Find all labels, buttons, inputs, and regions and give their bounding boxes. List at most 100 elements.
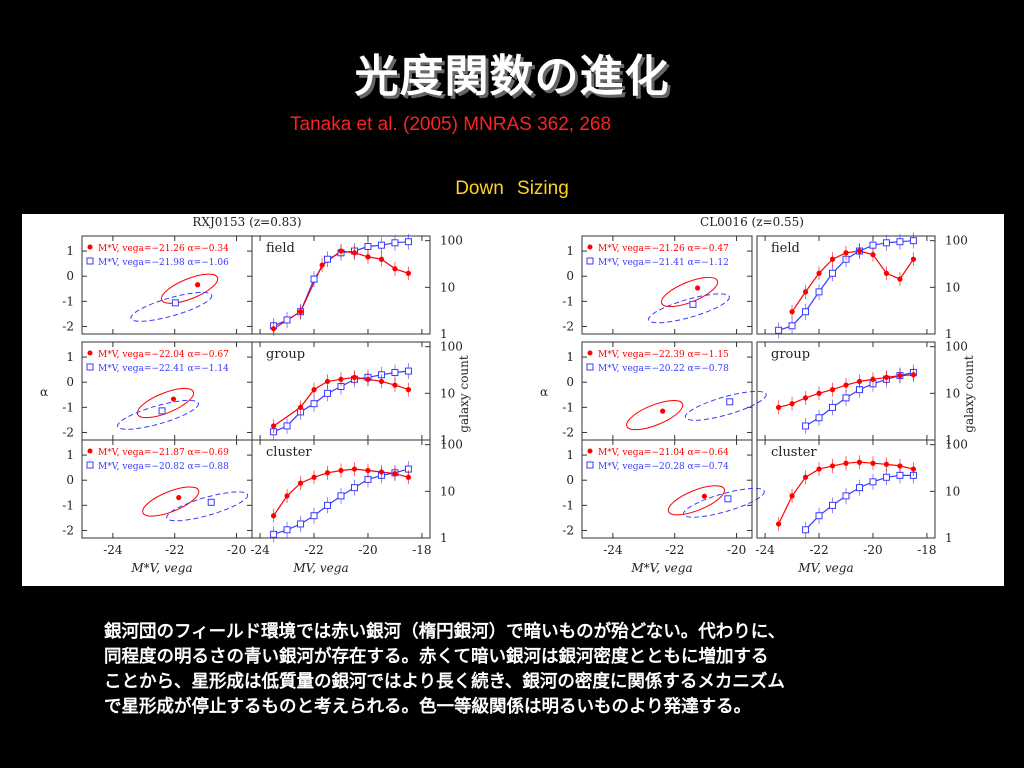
- red-best-fit-point: [176, 494, 182, 501]
- legend-blue-marker: [86, 257, 94, 265]
- blue-data-point: [896, 238, 904, 246]
- red-data-point: [856, 459, 863, 465]
- y-tick-label: 1: [440, 433, 448, 447]
- blue-data-point: [882, 239, 890, 247]
- blue-data-point: [270, 530, 278, 538]
- blue-confidence-contour: [166, 491, 249, 522]
- y-tick-label: 0: [566, 473, 574, 487]
- blue-data-point: [350, 484, 358, 492]
- blue-data-point: [310, 400, 318, 408]
- red-data-point: [270, 423, 277, 429]
- body-line: 同程度の明るさの青い銀河が存在する。赤くて暗い銀河は銀河密度とともに増加する: [104, 647, 769, 667]
- red-data-point: [829, 463, 836, 469]
- blue-data-point: [842, 394, 850, 402]
- red-confidence-contour: [626, 400, 684, 431]
- red-data-point: [856, 378, 863, 385]
- red-data-point: [270, 513, 277, 519]
- red-data-point: [775, 404, 782, 410]
- legend-entry: M*V, vega=−20.82 α=−0.88: [98, 462, 229, 472]
- blue-data-point: [391, 239, 399, 247]
- blue-data-point: [815, 288, 823, 296]
- red-data-point: [897, 276, 903, 282]
- blue-data-point: [283, 526, 291, 534]
- red-data-point: [338, 467, 344, 474]
- y-tick-label: 1: [66, 350, 74, 364]
- contour-panel-frame: [581, 439, 753, 539]
- red-data-point: [338, 248, 344, 254]
- blue-best-fit-point: [207, 498, 215, 506]
- red-data-point: [856, 248, 863, 254]
- red-data-point: [802, 289, 809, 295]
- y-tick-label: 0: [66, 473, 74, 487]
- red-data-point: [843, 382, 849, 388]
- legend-blue-marker: [586, 363, 594, 371]
- red-schechter-fit: [273, 250, 409, 330]
- red-data-point: [351, 374, 358, 380]
- y-tick-label: 10: [440, 280, 455, 294]
- y-tick-label: -2: [562, 523, 574, 537]
- y-tick-label: -1: [562, 294, 574, 308]
- environment-label: cluster: [771, 445, 817, 460]
- y-axis-label: galaxy count: [962, 355, 976, 433]
- red-confidence-contour: [142, 486, 200, 517]
- x-axis-label: M*V, vega: [130, 561, 192, 575]
- red-data-point: [897, 463, 903, 469]
- blue-data-point: [802, 308, 810, 316]
- y-tick-label: 1: [566, 448, 574, 462]
- blue-data-point: [829, 501, 837, 509]
- red-data-point: [802, 474, 809, 480]
- y-tick-label: 100: [945, 340, 968, 354]
- lf-panel-frame: [756, 235, 936, 335]
- x-tick-label: -20: [358, 543, 377, 557]
- blue-best-fit-point: [726, 398, 734, 406]
- legend-blue-marker: [586, 257, 594, 265]
- red-data-point: [270, 326, 277, 332]
- lf-panel-frame: [756, 439, 936, 539]
- legend-red-marker: [587, 350, 593, 356]
- environment-label: field: [266, 241, 295, 256]
- red-data-point: [319, 262, 325, 268]
- red-data-point: [816, 390, 822, 396]
- blue-data-point: [324, 389, 332, 397]
- red-data-point: [324, 378, 331, 385]
- y-tick-label: -1: [562, 498, 574, 512]
- red-data-point: [883, 270, 890, 276]
- blue-data-point: [404, 238, 412, 246]
- blue-data-point: [377, 241, 385, 249]
- legend-entry: M*V, vega=−21.98 α=−1.06: [98, 258, 229, 268]
- red-data-point: [405, 270, 412, 276]
- y-tick-label: 100: [945, 234, 968, 248]
- blue-data-point: [404, 367, 412, 375]
- x-tick-label: -22: [809, 543, 828, 557]
- blue-data-point: [869, 241, 877, 249]
- red-best-fit-point: [195, 282, 201, 288]
- legend-red-marker: [587, 244, 593, 250]
- body-paragraph: 銀河団のフィールド環境では赤い銀河（楕円銀河）で暗いものが殆どない。代わりに、 …: [104, 620, 924, 720]
- legend-entry: M*V, vega=−22.41 α=−1.14: [98, 364, 229, 374]
- legend-entry: M*V, vega=−21.04 α=−0.64: [598, 448, 729, 458]
- red-data-point: [910, 466, 917, 472]
- blue-confidence-contour: [648, 293, 730, 324]
- x-tick-label: -20: [227, 543, 246, 557]
- red-schechter-fit: [791, 250, 914, 313]
- blue-data-point: [788, 322, 796, 330]
- legend-entry: M*V, vega=−22.39 α=−1.15: [598, 350, 729, 360]
- x-tick-label: -24: [103, 543, 123, 557]
- red-data-point: [392, 266, 398, 272]
- y-tick-label: -1: [62, 498, 74, 512]
- y-tick-label: -2: [562, 319, 574, 333]
- luminosity-function-figure: RXJ0153 (z=0.83)α galaxy count10-1-2M*V, …: [40, 215, 976, 575]
- blue-data-point: [815, 512, 823, 520]
- y-tick-label: 1: [566, 350, 574, 364]
- blue-data-point: [802, 526, 810, 534]
- red-data-point: [897, 372, 903, 379]
- blue-data-point: [869, 478, 877, 486]
- legend-entry: M*V, vega=−21.41 α=−1.12: [598, 258, 729, 268]
- y-tick-label: 1: [440, 327, 448, 341]
- blue-data-point: [882, 473, 890, 481]
- legend-red-marker: [87, 350, 93, 356]
- blue-data-point: [775, 326, 783, 334]
- red-data-point: [789, 493, 795, 499]
- x-tick-label: -24: [603, 543, 623, 557]
- red-data-point: [829, 387, 836, 393]
